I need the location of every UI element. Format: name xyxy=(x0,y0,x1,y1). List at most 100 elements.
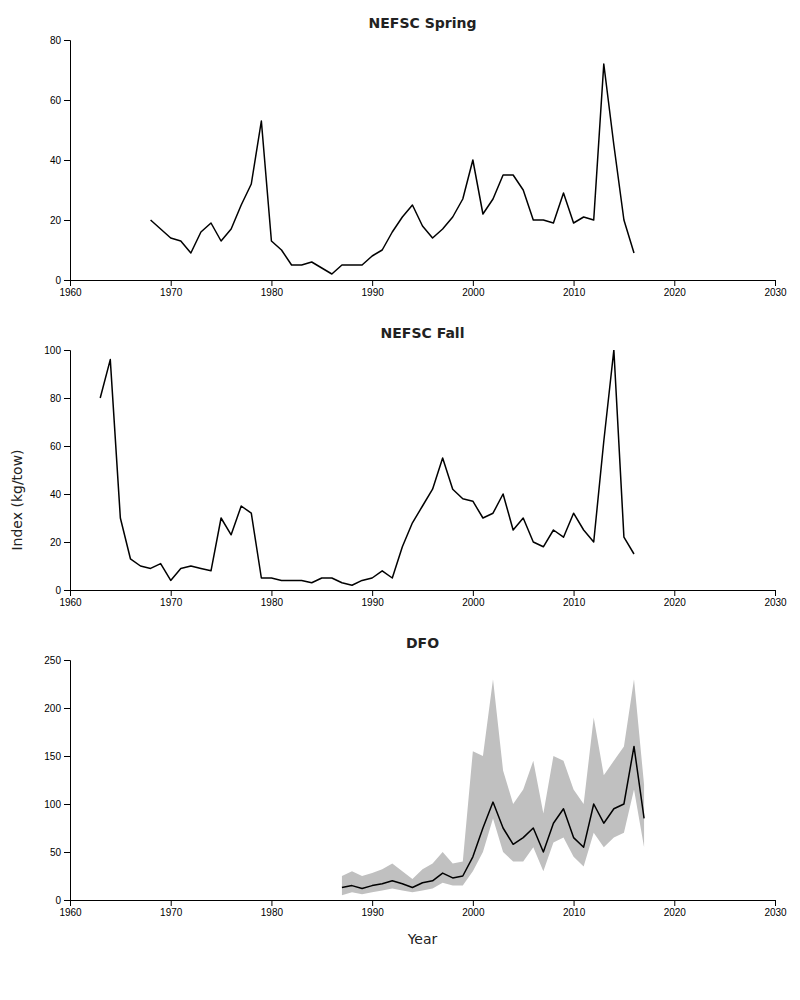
title: NEFSC Spring xyxy=(369,15,477,31)
y-tick: 0 xyxy=(55,585,70,596)
x-tick-label: 2000 xyxy=(462,907,485,918)
x-tick: 1970 xyxy=(160,280,183,298)
y-tick-mark xyxy=(64,804,70,805)
x-tick-label: 2020 xyxy=(664,597,687,608)
y-tick-label: 40 xyxy=(50,155,62,166)
x-tick-mark xyxy=(674,280,675,286)
y-axis: 0 20 40 60 80 xyxy=(50,35,71,286)
y-tick-label: 0 xyxy=(55,895,61,906)
x-axis-title: Year xyxy=(407,931,438,947)
y-tick: 100 xyxy=(44,799,70,810)
x-tick-label: 2030 xyxy=(764,287,787,298)
x-tick: 1980 xyxy=(261,590,284,608)
panel: 1960197019801990200020102020203002040608… xyxy=(50,15,787,298)
x-tick-label: 1980 xyxy=(261,907,284,918)
y-axis-line xyxy=(64,41,71,281)
y-tick-label: 60 xyxy=(50,95,62,106)
y-tick: 40 xyxy=(50,489,70,500)
y-tick: 150 xyxy=(44,751,70,762)
x-tick-mark xyxy=(171,590,172,596)
y-tick-label: 40 xyxy=(50,489,62,500)
y-tick-mark xyxy=(64,350,70,351)
y-tick: 50 xyxy=(50,847,70,858)
x-tick-label: 2000 xyxy=(462,597,485,608)
y-tick-mark xyxy=(64,542,70,543)
y-tick: 0 xyxy=(55,275,70,286)
x-tick: 2030 xyxy=(764,280,787,298)
x-tick: 2020 xyxy=(664,900,687,918)
y-tick-mark xyxy=(64,852,70,853)
y-tick-label: 250 xyxy=(44,655,61,666)
x-tick-mark xyxy=(171,280,172,286)
y-tick: 200 xyxy=(44,703,70,714)
y-tick-mark xyxy=(64,494,70,495)
panel: 1960197019801990200020102020203002040608… xyxy=(44,325,787,608)
y-tick-mark xyxy=(64,398,70,399)
x-tick: 2010 xyxy=(563,900,586,918)
y-tick-label: 80 xyxy=(50,393,62,404)
ci-band xyxy=(342,679,644,895)
y-axis-title: Index (kg/tow) xyxy=(9,449,25,550)
x-tick: 1970 xyxy=(160,900,183,918)
x-tick: 2010 xyxy=(563,280,586,298)
x-tick-mark xyxy=(271,590,272,596)
x-tick: 2030 xyxy=(764,590,787,608)
x-tick-mark xyxy=(271,280,272,286)
x-tick-label: 1980 xyxy=(261,597,284,608)
x-tick-label: 2030 xyxy=(764,597,787,608)
x-tick-mark xyxy=(473,280,474,286)
x-tick-label: 2010 xyxy=(563,907,586,918)
y-tick-label: 200 xyxy=(44,703,61,714)
y-tick: 80 xyxy=(50,35,70,46)
y-tick-mark xyxy=(64,280,70,281)
y-tick: 20 xyxy=(50,537,70,548)
x-tick-label: 1960 xyxy=(59,597,82,608)
line xyxy=(100,350,634,585)
y-tick: 20 xyxy=(50,215,70,226)
x-tick-mark xyxy=(372,590,373,596)
x-tick-label: 2020 xyxy=(664,287,687,298)
title: NEFSC Fall xyxy=(381,325,465,341)
x-tick-label: 1990 xyxy=(362,907,385,918)
x-tick: 2020 xyxy=(664,590,687,608)
y-tick-mark xyxy=(64,708,70,709)
x-tick-mark xyxy=(775,900,776,906)
title: DFO xyxy=(406,635,439,651)
x-axis: 19601970198019902000201020202030 xyxy=(59,590,787,608)
x-tick-label: 1970 xyxy=(160,287,183,298)
x-tick-label: 2000 xyxy=(462,287,485,298)
x-tick-mark xyxy=(171,900,172,906)
x-tick-mark xyxy=(473,590,474,596)
x-tick: 2030 xyxy=(764,900,787,918)
chart: 1960197019801990200020102020203002040608… xyxy=(0,0,800,1000)
x-tick-label: 1980 xyxy=(261,287,284,298)
y-tick-mark xyxy=(64,100,70,101)
y-tick-mark xyxy=(64,40,70,41)
x-tick-label: 1960 xyxy=(59,287,82,298)
y-tick-mark xyxy=(64,900,70,901)
x-axis-line xyxy=(71,591,776,597)
line xyxy=(342,746,644,888)
y-tick-label: 60 xyxy=(50,441,62,452)
x-tick: 2020 xyxy=(664,280,687,298)
x-tick-label: 1960 xyxy=(59,907,82,918)
x-tick-label: 2030 xyxy=(764,907,787,918)
x-axis-line xyxy=(71,281,776,287)
x-tick-mark xyxy=(775,590,776,596)
x-axis: 1960 1970 1980 1990 2000 2010 2020 2030 xyxy=(59,900,787,918)
y-tick: 60 xyxy=(50,95,70,106)
y-tick-mark xyxy=(64,660,70,661)
plot-area xyxy=(342,679,644,895)
x-tick: 2010 xyxy=(563,590,586,608)
x-tick-label: 2010 xyxy=(563,597,586,608)
x-tick-mark xyxy=(674,900,675,906)
x-tick-mark xyxy=(574,590,575,596)
x-tick: 1960 xyxy=(59,590,82,608)
y-tick-label: 80 xyxy=(50,35,62,46)
y-tick-label: 100 xyxy=(44,799,61,810)
x-tick: 1980 xyxy=(261,280,284,298)
y-tick-mark xyxy=(64,590,70,591)
x-tick-mark xyxy=(775,280,776,286)
y-tick-mark xyxy=(64,160,70,161)
x-tick: 1960 xyxy=(59,280,82,298)
